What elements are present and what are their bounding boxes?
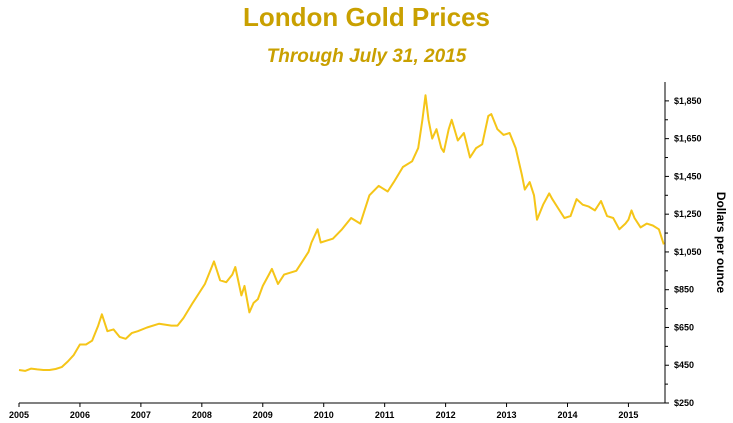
y-tick-label: $650 xyxy=(674,322,694,332)
x-tick-label: 2014 xyxy=(557,410,577,420)
y-tick-label: $450 xyxy=(674,360,694,370)
x-tick-label: 2010 xyxy=(314,410,334,420)
x-tick-label: 2013 xyxy=(497,410,517,420)
x-tick-label: 2011 xyxy=(375,410,395,420)
x-tick-label: 2006 xyxy=(70,410,90,420)
x-tick-label: 2008 xyxy=(192,410,212,420)
x-tick-label: 2005 xyxy=(9,410,29,420)
y-tick-label: $1,850 xyxy=(674,96,702,106)
chart-subtitle: Through July 31, 2015 xyxy=(266,46,467,67)
x-tick-label: 2012 xyxy=(436,410,456,420)
y-tick-label: $1,050 xyxy=(674,247,702,257)
y-axis-label: Dollars per ounce xyxy=(714,192,728,294)
y-tick-label: $1,450 xyxy=(674,171,702,181)
series-layer xyxy=(18,94,665,372)
chart-title: London Gold Prices xyxy=(242,2,490,32)
x-tick-label: 2009 xyxy=(253,410,273,420)
gold-price-line xyxy=(18,94,665,372)
y-tick-label: $1,250 xyxy=(674,209,702,219)
y-tick-label: $1,650 xyxy=(674,134,702,144)
axes-layer: 2005 2006 2007 2008 2009 2010 2011 2012 2013 2014… xyxy=(9,82,702,420)
x-tick-label: 2015 xyxy=(618,410,638,420)
y-tick-label: $850 xyxy=(674,285,694,295)
x-tick-label: 2007 xyxy=(131,410,151,420)
y-tick-label: $250 xyxy=(674,398,694,408)
